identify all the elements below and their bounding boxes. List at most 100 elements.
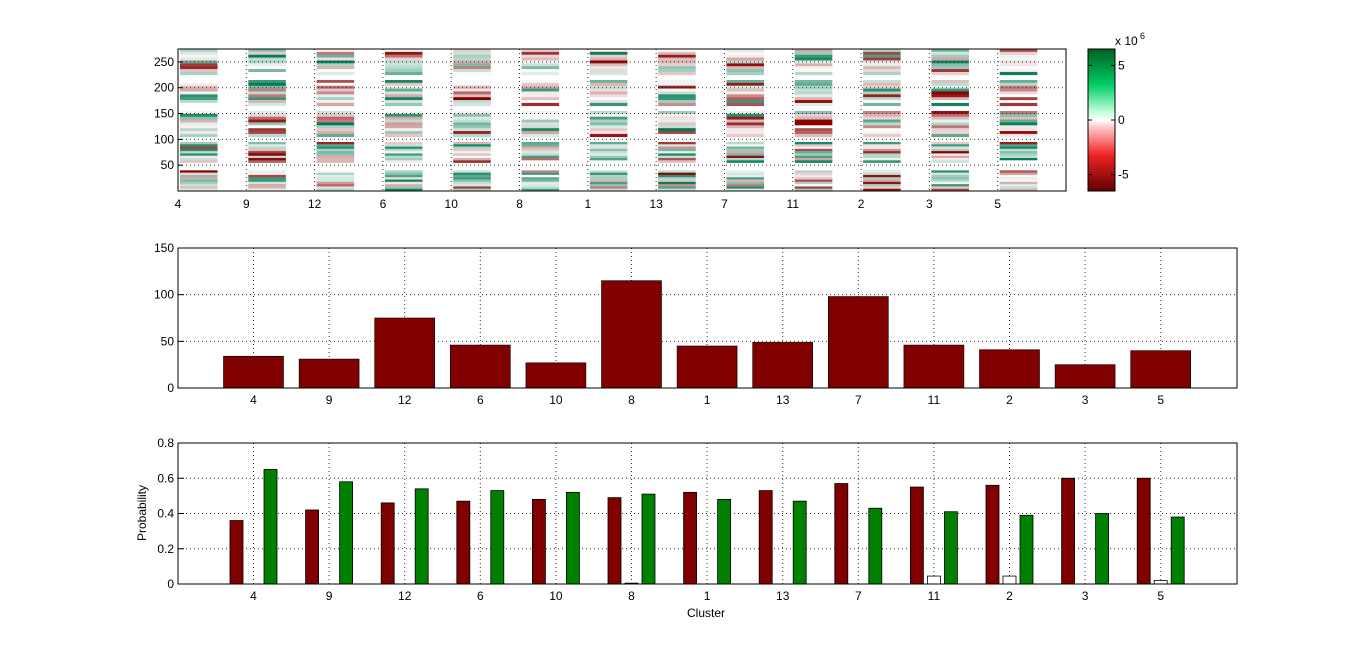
heatmap-cell: [658, 131, 696, 135]
heatmap-cell: [316, 188, 355, 192]
heatmap-cell: [999, 177, 1038, 180]
heatmap-cell: [384, 119, 423, 123]
heatmap-cell: [726, 100, 765, 104]
heatmap-cell: [453, 179, 491, 183]
heatmap-cell: [453, 119, 491, 123]
heatmap-cell: [658, 97, 696, 101]
heatmap-column-9: [248, 49, 286, 192]
heatmap-cell: [248, 63, 286, 67]
heatmap-cell: [589, 100, 628, 104]
heatmap-cell: [453, 91, 491, 95]
heatmap-cell: [521, 49, 560, 53]
heatmap-cell: [521, 146, 560, 150]
heatmap-cell: [316, 141, 355, 145]
heatmap-cell: [658, 63, 696, 67]
heatmap-cell: [316, 172, 355, 176]
heatmap-cell: [453, 181, 491, 185]
heatmap-cell: [658, 128, 696, 132]
heatmap-cell: [999, 116, 1038, 120]
heatmap-cell: [931, 144, 969, 147]
count-x-tick: 4: [250, 393, 257, 407]
heatmap-cell: [658, 184, 696, 187]
heatmap-cell: [521, 186, 560, 190]
heatmap-cell: [316, 79, 355, 84]
heatmap-cell: [589, 177, 628, 180]
heatmap-cell: [521, 63, 560, 67]
heatmap-cell: [453, 79, 491, 84]
heatmap-cell: [521, 174, 560, 178]
probability-x-tick: 7: [855, 589, 862, 603]
heatmap-cell: [999, 54, 1038, 58]
heatmap-cell: [794, 186, 833, 190]
heatmap-cell: [248, 153, 286, 157]
heatmap-cell: [384, 122, 423, 126]
heatmap-cell: [384, 91, 423, 95]
heatmap-cell: [863, 141, 901, 145]
heatmap-cell: [248, 57, 286, 61]
heatmap-cell: [999, 125, 1038, 129]
y-axis-label: Probability: [135, 485, 149, 541]
heatmap-cell: [726, 153, 765, 157]
heatmap-cell: [453, 151, 491, 154]
heatmap-cell: [316, 184, 355, 187]
heatmap-cell: [453, 146, 491, 150]
heatmap-cell: [384, 160, 423, 163]
heatmap-cell: [521, 79, 560, 84]
heatmap-cell: [384, 151, 423, 154]
heatmap-cell: [453, 54, 491, 58]
heatmap-cell: [453, 158, 491, 161]
heatmap-cell: [794, 100, 833, 104]
heatmap-cell: [180, 160, 218, 163]
heatmap-cell: [180, 116, 218, 120]
heatmap-cell: [931, 88, 969, 92]
heatmap-cell: [863, 158, 901, 161]
heatmap-cell: [863, 116, 901, 120]
heatmap-cell: [863, 119, 901, 123]
probability-bar-1-s0: [683, 491, 697, 585]
heatmap-cell: [521, 125, 560, 129]
count-x-tick: 5: [1157, 393, 1164, 407]
heatmap-cell: [658, 122, 696, 126]
heatmap-cell: [453, 51, 491, 56]
probability-bar-10-s0: [532, 498, 546, 585]
heatmap-cell: [248, 54, 286, 58]
heatmap-cell: [863, 79, 901, 84]
heatmap-cell: [863, 151, 901, 154]
heatmap-cell: [726, 79, 765, 84]
heatmap-x-tick: 10: [445, 197, 459, 211]
heatmap-column-6: [384, 49, 423, 192]
probability-bar-10-s2: [566, 491, 580, 585]
count-y-tick: 50: [161, 334, 175, 348]
heatmap-cell: [931, 91, 969, 95]
probability-x-tick: 9: [326, 589, 333, 603]
heatmap-cell: [316, 125, 355, 129]
heatmap-cell: [316, 144, 355, 147]
count-x-tick: 11: [928, 393, 941, 407]
heatmap-cell: [316, 51, 355, 56]
probability-bar-7-s0: [834, 483, 849, 585]
heatmap-cell: [521, 88, 560, 92]
heatmap-cell: [248, 122, 286, 126]
heatmap-cell: [453, 144, 491, 147]
heatmap-cell: [999, 155, 1038, 159]
heatmap-cell: [589, 85, 628, 89]
heatmap-cell: [931, 158, 969, 161]
heatmap-cell: [453, 94, 491, 98]
heatmap-cell: [658, 91, 696, 95]
heatmap-cell: [999, 97, 1038, 101]
heatmap-cell: [726, 102, 765, 107]
heatmap-cell: [453, 155, 491, 159]
heatmap-cell: [931, 153, 969, 157]
probability-bar-5-s2: [1170, 516, 1185, 585]
heatmap-cell: [794, 71, 833, 76]
heatmap-cell: [726, 151, 765, 154]
heatmap-cell: [180, 88, 218, 92]
heatmap-cell: [999, 131, 1038, 135]
heatmap-cell: [726, 174, 765, 178]
probability-bar-8-s0: [607, 497, 622, 585]
heatmap-cell: [180, 144, 218, 147]
count-bar-6: [449, 344, 511, 389]
heatmap-cell: [248, 60, 286, 64]
heatmap-cell: [589, 102, 628, 107]
heatmap-cell: [248, 102, 286, 107]
